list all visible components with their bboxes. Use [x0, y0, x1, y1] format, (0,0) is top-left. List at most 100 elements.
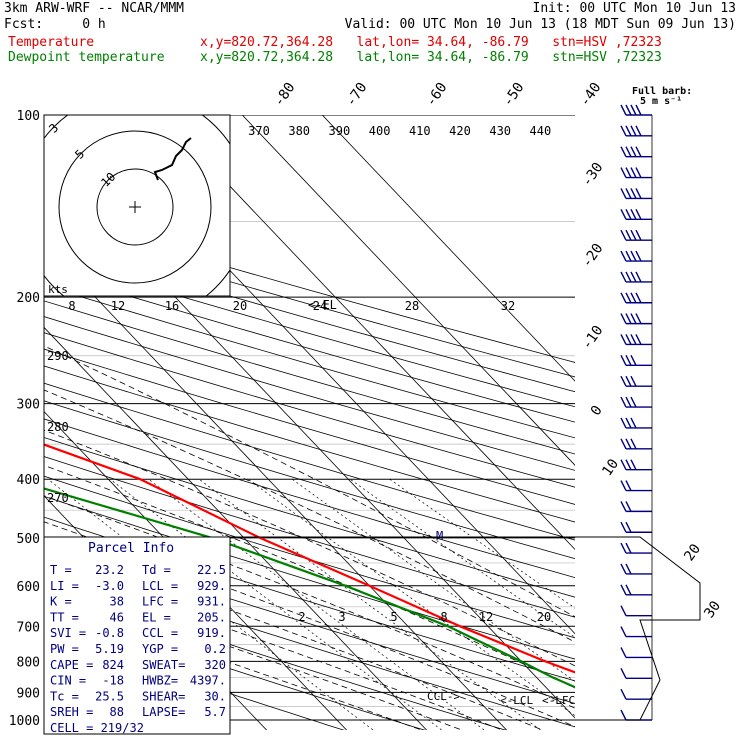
wind-barb: [620, 480, 652, 492]
wind-barb: [620, 501, 652, 513]
mixing-ratio-label: 12: [111, 299, 125, 313]
dry-adiabat-line: [44, 583, 507, 730]
temperature-profile: [44, 443, 575, 674]
el-marker: <-EL: [308, 298, 337, 312]
parcel-info-value: 0.2: [204, 642, 226, 656]
isotherm-tick-label: -10: [579, 323, 607, 353]
parcel-info-key: LAPSE=: [142, 705, 185, 719]
moist-adiabat-line: [44, 429, 575, 667]
parcel-info-cell: CELL = 219/32: [50, 721, 144, 735]
isotherm-tick-label: -20: [579, 241, 607, 271]
theta-label: 270: [47, 491, 69, 505]
isotherm-line: [321, 115, 575, 382]
dry-adiabat-line: [44, 437, 575, 598]
mixing-ratio-label: 20: [233, 299, 247, 313]
dry-adiabat-line: [44, 240, 575, 393]
isotherm-line: [161, 115, 575, 551]
mixing-ratio-label: 28: [405, 299, 419, 313]
ccl-marker: CCL->: [427, 690, 460, 703]
dry-adiabat-line: [44, 418, 575, 579]
moist-adiabat-line: [44, 345, 575, 618]
wind-barb: [620, 292, 652, 304]
pressure-tick-label: 1000: [9, 714, 40, 729]
isotherm-tick-label: 0: [588, 403, 606, 419]
parcel-info-key: LFC =: [142, 595, 178, 609]
theta-label: 440: [530, 124, 552, 138]
wind-barb: [620, 709, 652, 721]
wind-barb: [620, 417, 652, 429]
dry-adiabat-line: [44, 456, 575, 618]
parcel-info-value: 919.: [197, 626, 226, 640]
pressure-tick-label: 800: [17, 655, 40, 670]
wind-barb: [620, 667, 652, 679]
isotherm-line: [241, 115, 575, 466]
pressure-tick-label: 200: [17, 291, 40, 306]
mixing-ratio-label: 20: [537, 610, 551, 624]
parcel-info-value: 824: [102, 658, 124, 672]
isotherm-line: [44, 410, 348, 730]
barb-legend-unit: 5 m s⁻¹: [640, 96, 682, 107]
parcel-info-key: PW =: [50, 642, 79, 656]
dewpoint-legend: Dewpoint temperature: [8, 50, 165, 65]
pressure-tick-label: 700: [17, 620, 40, 635]
parcel-info-value: 4397.: [190, 674, 226, 688]
mixing-ratio-label: 12: [479, 610, 493, 624]
isotherm-tick-label: 30: [701, 598, 724, 621]
wind-barb: [620, 542, 652, 554]
isotherm-tick-label: 10: [599, 456, 622, 479]
moist-adiabat-line: [44, 495, 575, 709]
pressure-tick-label: 500: [17, 532, 40, 547]
pressure-tick-label: 300: [17, 398, 40, 413]
parcel-info-key: CAPE =: [50, 658, 93, 672]
parcel-info-value: -18: [102, 674, 124, 688]
dry-adiabat-line: [44, 270, 575, 423]
mixing-ratio-line: [349, 478, 575, 638]
parcel-info-key: HWBZ=: [142, 674, 178, 688]
theta-label: 390: [329, 124, 351, 138]
parcel-info-key: LI =: [50, 579, 79, 593]
isotherm-tick-label: -30: [579, 160, 607, 190]
theta-label: 430: [489, 124, 511, 138]
theta-label: 420: [449, 124, 471, 138]
wind-barb: [620, 167, 652, 179]
parcel-info-value: 320: [204, 658, 226, 672]
parcel-info-key: K =: [50, 595, 72, 609]
lfc-marker: <-LFC: [542, 694, 575, 707]
wind-barb: [620, 208, 652, 221]
mixing-ratio-line: [198, 478, 542, 730]
cape-marker: M: [436, 529, 443, 543]
moist-adiabat-line: [44, 563, 504, 730]
dry-adiabat-line: [44, 606, 426, 730]
parcel-panel-outline: [43, 536, 701, 721]
wind-barb: [620, 626, 652, 638]
parcel-info-key: Tc =: [50, 689, 79, 703]
parcel-info-value: 5.7: [204, 705, 226, 719]
temperature-location: x,y=820.72,364.28 lat,lon= 34.64, -86.79…: [200, 35, 662, 50]
theta-label: 400: [369, 124, 391, 138]
parcel-info-key: CIN =: [50, 674, 86, 688]
wind-barb: [620, 188, 652, 200]
mixing-ratio-label: 5: [390, 610, 397, 624]
theta-label: 370: [248, 124, 270, 138]
dewpoint-profile: [44, 487, 575, 689]
hodograph-unit-label: kts: [48, 283, 68, 296]
parcel-info-value: 931.: [197, 595, 226, 609]
parcel-info-value: 22.5: [197, 563, 226, 577]
dry-adiabat-line: [44, 475, 575, 639]
theta-label: 280: [47, 420, 69, 434]
mixing-ratio-label: 16: [165, 299, 179, 313]
wind-barb: [620, 605, 652, 617]
isotherm-tick-label: -60: [423, 80, 451, 110]
theta-label: 410: [409, 124, 431, 138]
wind-barb: [620, 104, 652, 116]
wind-barb: [620, 146, 652, 158]
mixing-ratio-line: [291, 478, 575, 682]
wind-barb: [620, 563, 652, 575]
wind-barb: [620, 688, 652, 700]
parcel-info-key: SVI =: [50, 626, 86, 640]
wind-barb: [620, 355, 652, 367]
theta-label: 380: [288, 124, 310, 138]
dry-adiabat-line: [44, 348, 575, 505]
dry-adiabat-line: [44, 495, 575, 660]
